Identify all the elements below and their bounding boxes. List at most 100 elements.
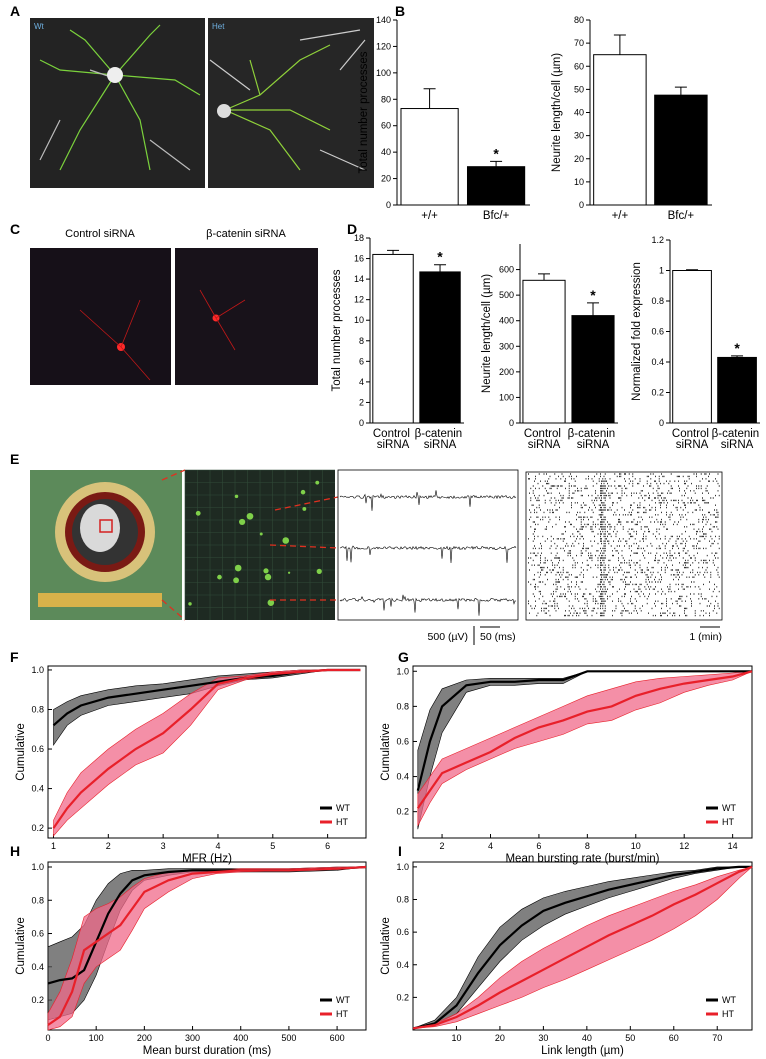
x-tick-label: 0 — [45, 1033, 50, 1043]
y-tick-label: 1.0 — [396, 862, 409, 872]
y-tick-label: 300 — [499, 341, 514, 351]
y-tick-label: 50 — [574, 84, 584, 94]
legend-label: WT — [336, 803, 350, 813]
confidence-band — [53, 669, 361, 747]
error-bar — [387, 249, 400, 255]
y-axis-label: Cumulative — [380, 723, 392, 781]
cell-spot — [263, 568, 269, 574]
y-tick-label: 120 — [376, 41, 391, 51]
voltage-traces — [339, 490, 517, 616]
plot-frame — [47, 665, 367, 839]
legend-label: WT — [722, 995, 736, 1005]
x-tick-label: 3 — [161, 841, 166, 851]
bar — [419, 271, 461, 424]
y-tick-label: 0 — [509, 418, 514, 428]
y-tick-label: 1.0 — [396, 666, 409, 676]
x-tick-label: 14 — [728, 841, 738, 851]
series-line — [47, 865, 367, 1026]
x-tick-label: 6 — [325, 841, 330, 851]
image-label: Het — [212, 22, 225, 31]
y-tick-label: 40 — [381, 147, 391, 157]
y-tick-label: 0.4 — [396, 772, 409, 782]
x-tick-label: 20 — [495, 1033, 505, 1043]
neuron-tracing — [39, 24, 366, 171]
series-line — [416, 670, 753, 809]
y-tick-label: 0.8 — [651, 296, 664, 306]
significance: * — [437, 249, 443, 265]
y-tick-label: 16 — [354, 254, 364, 264]
panel-label: I — [398, 843, 402, 859]
series-line — [416, 670, 752, 791]
x-tick-label: β-catenin siRNA — [712, 428, 763, 451]
y-tick-label: 80 — [381, 94, 391, 104]
panel-label: F — [10, 649, 19, 665]
bar — [400, 108, 459, 206]
x-tick-label: 8 — [585, 841, 590, 851]
cell-spot — [239, 518, 246, 526]
y-tick-label: 18 — [354, 233, 364, 243]
y-tick-label: 400 — [499, 316, 514, 326]
mea-zoom-box — [99, 519, 113, 533]
x-tick-label: 500 — [281, 1033, 296, 1043]
y-tick-label: 1.0 — [31, 862, 44, 872]
micrograph — [30, 18, 205, 188]
mea-contacts — [38, 593, 162, 607]
bar — [672, 270, 712, 424]
cell-spot — [195, 510, 201, 516]
cell-spot — [188, 602, 192, 606]
legend-label: HT — [336, 817, 348, 827]
x-axis-label: Mean bursting rate (burst/min) — [505, 853, 659, 865]
y-tick-label: 12 — [354, 295, 364, 305]
x-tick-label: 10 — [631, 841, 641, 851]
error-bar — [490, 160, 503, 167]
plot-frame — [412, 861, 753, 1031]
y-tick-label: 600 — [499, 265, 514, 275]
y-tick-label: 0.6 — [31, 744, 44, 754]
y-tick-label: 0 — [386, 200, 391, 210]
x-axis-label: Link length (µm) — [541, 1045, 624, 1057]
x-tick-label: Bfc/+ — [483, 210, 510, 222]
x-tick-label: 50 — [625, 1033, 635, 1043]
y-axis-label: Cumulative — [380, 917, 392, 975]
y-tick-label: 60 — [381, 121, 391, 131]
error-bar — [587, 302, 600, 316]
y-tick-label: 100 — [376, 68, 391, 78]
y-tick-label: 0.2 — [31, 823, 44, 833]
y-tick-label: 80 — [574, 15, 584, 25]
y-axis-label: Cumulative — [15, 917, 27, 975]
y-axis-label: Total number processes — [358, 51, 370, 173]
y-tick-label: 0.6 — [396, 927, 409, 937]
y-tick-label: 100 — [499, 392, 514, 402]
x-tick-label: 30 — [538, 1033, 548, 1043]
y-axis-label: Total number processes — [331, 269, 343, 391]
error-bar — [434, 264, 447, 272]
y-tick-label: 0.8 — [31, 704, 44, 714]
y-axis-label: Normalized fold expression — [631, 262, 643, 401]
y-tick-label: 0.8 — [396, 701, 409, 711]
legend-label: HT — [722, 1009, 734, 1019]
y-tick-label: 0.4 — [396, 960, 409, 970]
y-tick-label: 1.2 — [651, 235, 664, 245]
x-tick-label: 6 — [536, 841, 541, 851]
cell-spot — [217, 574, 222, 580]
zoom-lines — [161, 469, 339, 621]
significance: * — [734, 340, 740, 356]
micrograph — [30, 248, 171, 385]
y-tick-label: 140 — [376, 15, 391, 25]
y-tick-label: 500 — [499, 290, 514, 300]
y-tick-label: 6 — [359, 356, 364, 366]
panel-label: D — [347, 221, 357, 237]
y-tick-label: 30 — [574, 131, 584, 141]
x-tick-label: Control siRNA — [524, 428, 564, 451]
bar — [717, 356, 757, 424]
scale-label: 1 (min) — [689, 631, 722, 643]
cell-spot — [287, 571, 291, 574]
panel-label: C — [10, 221, 20, 237]
panel-label: A — [10, 3, 20, 19]
y-tick-label: 0.4 — [651, 357, 664, 367]
cell-spot — [233, 577, 239, 584]
x-tick-label: 12 — [679, 841, 689, 851]
bar — [522, 279, 566, 424]
error-bar — [613, 34, 626, 55]
cell-signal — [79, 289, 246, 381]
